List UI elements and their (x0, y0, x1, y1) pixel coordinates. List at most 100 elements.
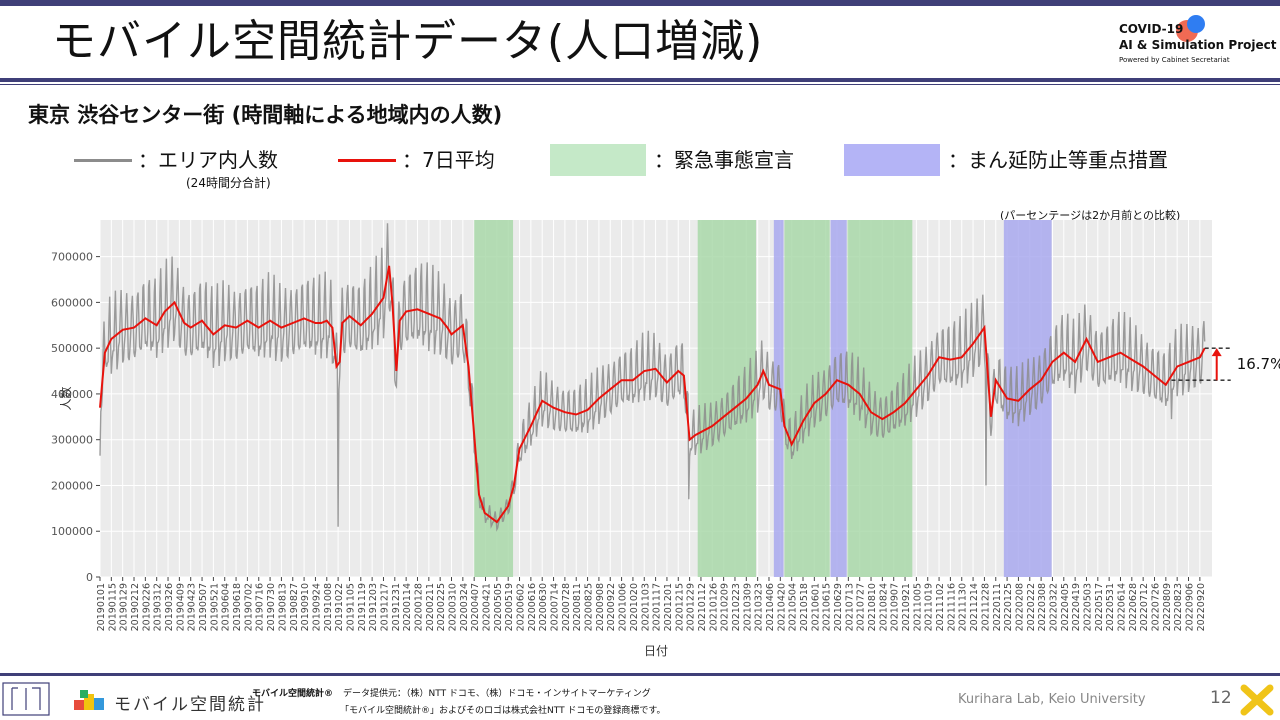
y-tick-label: 400000 (51, 388, 93, 401)
mobile-spatial-logo-text: モバイル空間統計 (114, 695, 266, 715)
x-tick-label: 20220419 (1071, 583, 1082, 631)
x-tick-label: 20210601 (810, 583, 821, 631)
x-mark-icon (1240, 684, 1274, 716)
x-tick-label: 20220726 (1150, 583, 1161, 631)
x-tick-label: 20190129 (119, 583, 130, 631)
x-tick-label: 20190507 (198, 583, 209, 631)
x-tick-label: 20200714 (550, 583, 561, 631)
project-logo-line3: Powered by Cabinet Secretariat (1119, 56, 1230, 64)
project-logo-line2: AI & Simulation Project (1119, 38, 1277, 52)
x-tick-label: 20201006 (618, 583, 629, 631)
x-tick-label: 20220517 (1094, 583, 1105, 631)
seven-day-average-line (99, 265, 1206, 524)
project-logo: COVID-19 AI & Simulation Project Powered… (1119, 22, 1277, 64)
x-tick-label: 20220208 (1014, 583, 1025, 631)
priority-period (773, 220, 784, 577)
footer-divider (0, 673, 1280, 676)
x-tick-label: 20200602 (516, 583, 527, 631)
legend-emergency-swatch (550, 144, 646, 176)
legend-emergency-label: ：緊急事態宣言 (654, 148, 794, 172)
x-tick-label: 20220308 (1037, 583, 1048, 631)
x-tick-label: 20220322 (1048, 583, 1059, 631)
x-tick-label: 20190702 (243, 583, 254, 631)
legend-priority-label: ：まん延防止等重点措置 (948, 148, 1168, 172)
emergency-period (474, 220, 514, 577)
footer-provider: データ提供元：（株）NTT ドコモ、（株）ドコモ・インサイトマーケティング (343, 689, 651, 699)
page-number: 12 (1210, 688, 1232, 708)
x-tick-label: 20191217 (379, 583, 390, 631)
x-tick-label: 20200519 (504, 583, 515, 631)
x-tick-label: 20220906 (1185, 583, 1196, 631)
y-tick-label: 0 (86, 571, 93, 584)
x-tick-label: 20190827 (289, 583, 300, 631)
top-accent-bar (0, 0, 1280, 6)
x-tick-label: 20190618 (232, 583, 243, 631)
x-tick-label: 20191008 (323, 583, 334, 631)
x-tick-label: 20200128 (413, 583, 424, 631)
x-tick-label: 20220531 (1105, 583, 1116, 631)
x-tick-label: 20200324 (459, 583, 470, 631)
x-tick-label: 20190730 (266, 583, 277, 631)
x-tick-label: 20210727 (856, 583, 867, 631)
x-tick-label: 20220111 (992, 583, 1003, 631)
x-tick-label: 20201117 (652, 583, 663, 631)
x-tick-label: 20190326 (164, 583, 175, 631)
x-tick-label: 20211005 (912, 583, 923, 631)
lab-logo-icon (2, 682, 50, 716)
x-tick-label: 20201201 (663, 583, 674, 631)
x-tick-label: 20190910 (300, 583, 311, 631)
x-tick-label: 20200225 (436, 583, 447, 631)
y-tick-label: 200000 (51, 479, 93, 492)
x-tick-label: 20200616 (527, 583, 538, 631)
x-tick-label: 20200922 (606, 583, 617, 631)
population-chart: 0 100000 200000 300000 400000 500000 600000 700… (51, 220, 1280, 658)
x-tick-label: 20200908 (595, 583, 606, 631)
x-tick-label: 20190813 (277, 583, 288, 631)
x-tick-label: 20210309 (742, 583, 753, 631)
chart-subtitle: 東京 渋谷センター街 (時間軸による地域内の人数) (28, 103, 503, 127)
y-tick-label: 600000 (51, 296, 93, 309)
y-axis-title: 人数 (58, 386, 73, 410)
x-tick-label: 20211214 (969, 583, 980, 631)
x-tick-label: 20210824 (878, 583, 889, 631)
x-tick-label: 20190716 (255, 583, 266, 631)
legend-daily-label: ：エリア内人数 (138, 148, 278, 172)
x-tick-label: 20200728 (561, 583, 572, 631)
x-axis-title: 日付 (644, 644, 668, 658)
x-tick-label: 20190212 (130, 583, 141, 631)
x-tick-label: 20220809 (1162, 583, 1173, 631)
legend-daily-swatch (74, 159, 132, 162)
x-tick-label: 20210629 (833, 583, 844, 631)
x-tick-label: 20210504 (788, 583, 799, 631)
change-arrow-head (1211, 348, 1222, 357)
comparison-note: (パーセンテージは2か月前との比較) (1000, 209, 1181, 222)
x-tick-label: 20201215 (674, 583, 685, 631)
x-tick-label: 20210921 (901, 583, 912, 631)
x-tick-label: 20210209 (720, 583, 731, 631)
x-tick-label: 20190226 (141, 583, 152, 631)
x-tick-label: 20210406 (765, 583, 776, 631)
x-tick-label: 20200505 (493, 583, 504, 631)
legend-daily-note: (24時間分合計) (186, 176, 271, 190)
x-tick-label: 20211102 (935, 583, 946, 631)
x-tick-label: 20190115 (107, 583, 118, 631)
x-tick-label: 20220222 (1026, 583, 1037, 631)
x-tick-label: 20210223 (731, 583, 742, 631)
x-tick-label: 20220712 (1139, 583, 1150, 631)
x-tick-label: 20220823 (1173, 583, 1184, 631)
x-tick-label: 20210112 (697, 583, 708, 631)
y-tick-label: 100000 (51, 525, 93, 538)
x-tick-label: 20190423 (187, 583, 198, 631)
page-title: モバイル空間統計データ(人口増減) (52, 16, 764, 67)
x-tick-label: 20201103 (640, 583, 651, 631)
title-divider (0, 78, 1280, 82)
x-tick-label: 20191105 (345, 583, 356, 631)
legend-avg-swatch (338, 159, 396, 162)
x-tick-label: 20210420 (776, 583, 787, 631)
title-divider-thin (0, 84, 1280, 85)
x-tick-label: 20211116 (946, 583, 957, 631)
footer-trademark: 「モバイル空間統計®」およびそのロゴは株式会社NTT ドコモの登録商標です。 (340, 706, 666, 716)
footer-brand: モバイル空間統計® (252, 689, 334, 699)
legend-avg-label: ：7日平均 (402, 148, 495, 172)
x-tick-label: 20200630 (538, 583, 549, 631)
